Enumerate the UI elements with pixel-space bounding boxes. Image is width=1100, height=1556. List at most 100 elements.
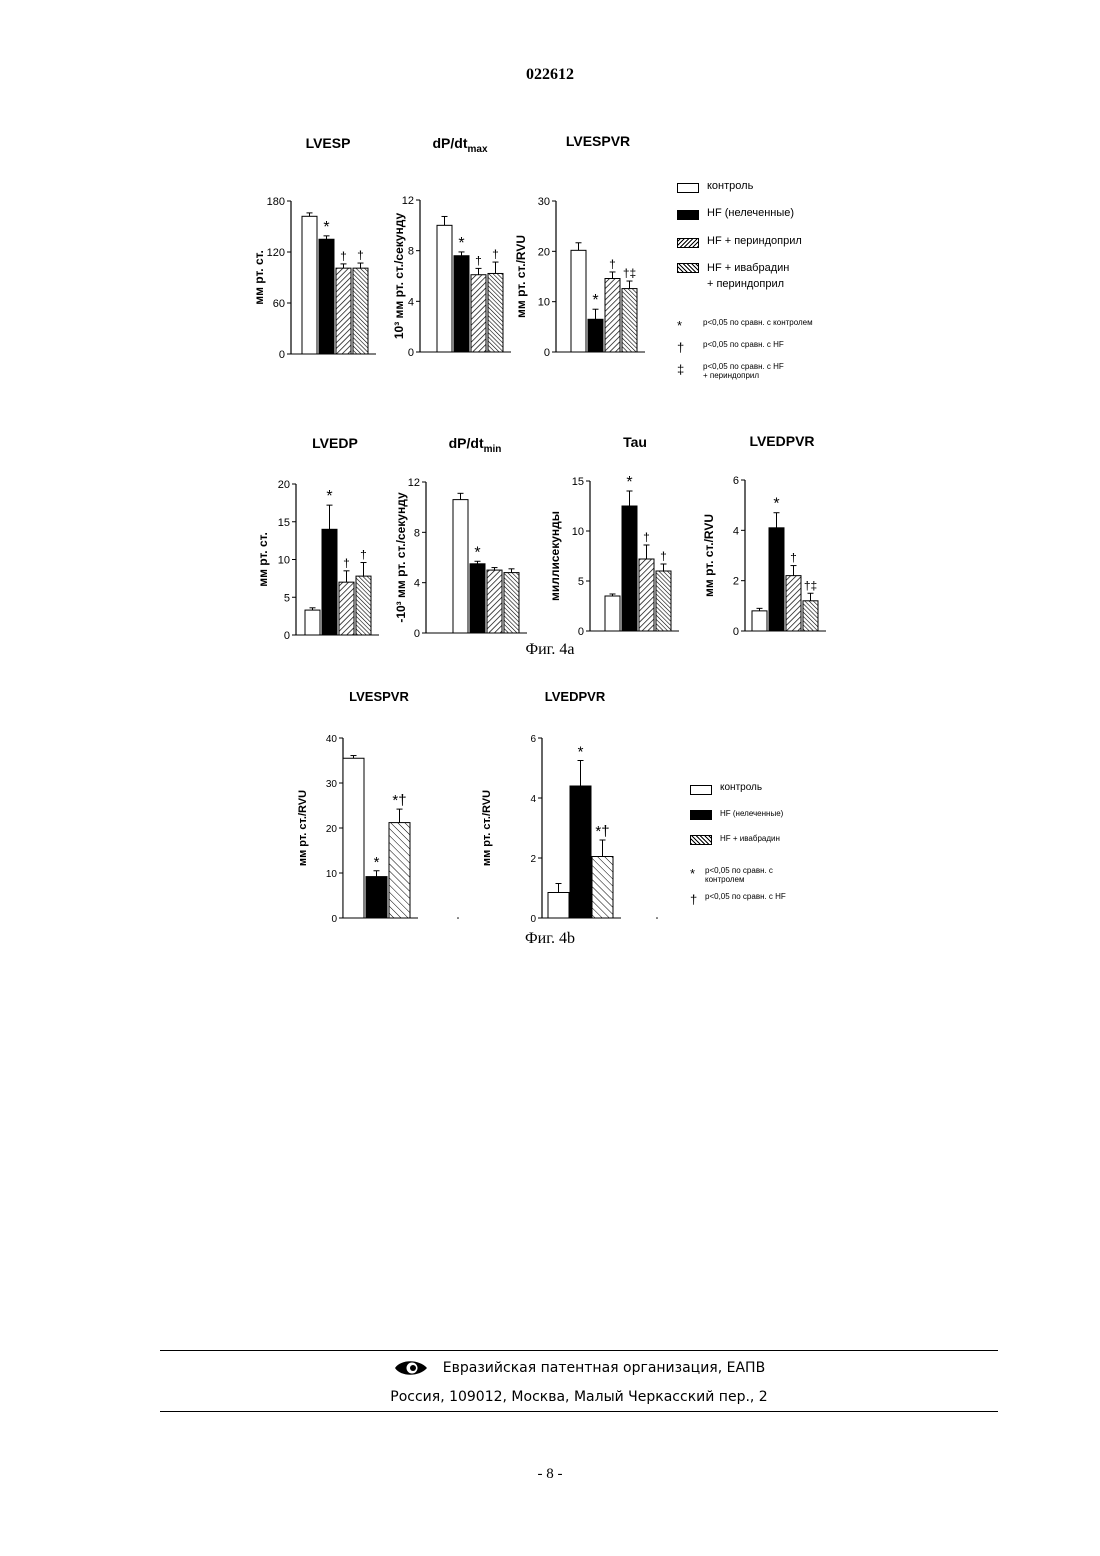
y-tick-label: 0 bbox=[331, 914, 337, 925]
document-number: 022612 bbox=[0, 66, 1100, 84]
chart-lvedpvr-4b: LVEDPVRмм рт. ст./RVU0246**† bbox=[470, 680, 660, 925]
y-axis-label: мм рт. ст./RVU bbox=[481, 790, 493, 866]
y-tick-label: 12 bbox=[408, 477, 420, 489]
legend-item-control: контроль bbox=[677, 180, 753, 193]
y-tick-label: 8 bbox=[414, 527, 420, 539]
y-tick-label: 4 bbox=[408, 296, 414, 308]
significance-marker: † bbox=[660, 549, 667, 563]
y-axis-label: мм рт. ст./RVU bbox=[514, 235, 528, 318]
legend-item-hf-ivabradine: HF + ивабрадин bbox=[690, 832, 780, 845]
significance-marker: † bbox=[492, 247, 499, 261]
y-tick-label: 30 bbox=[326, 779, 338, 790]
significance-marker: * bbox=[626, 474, 632, 491]
significance-marker: * bbox=[326, 488, 332, 505]
bar-hf bbox=[319, 239, 334, 354]
y-tick-label: 0 bbox=[279, 349, 285, 361]
significance-marker: *† bbox=[392, 792, 406, 809]
significance-marker: † bbox=[475, 253, 482, 267]
significance-marker: †‡ bbox=[804, 578, 817, 592]
bar-perin bbox=[605, 279, 620, 352]
y-tick-label: 40 bbox=[326, 734, 338, 745]
footer-bottom-rule bbox=[160, 1411, 998, 1412]
bar-ivaper bbox=[622, 289, 637, 352]
y-tick-label: 10 bbox=[278, 555, 290, 567]
chart-lvedpvr-4a: LVEDPVRмм рт. ст./RVU0246*††‡ bbox=[675, 425, 825, 645]
legend-item-hf: HF (нелеченные) bbox=[690, 807, 783, 820]
bar-ivaper bbox=[353, 268, 368, 354]
y-tick-label: 5 bbox=[578, 576, 584, 588]
y-tick-label: 30 bbox=[538, 196, 550, 208]
bar-hf bbox=[322, 529, 337, 635]
y-tick-label: 10 bbox=[572, 526, 584, 538]
footer-org-line: Евразийская патентная организация, ЕАПВ bbox=[160, 1358, 998, 1378]
y-axis-label: мм рт. ст./RVU bbox=[702, 514, 716, 597]
bar-control bbox=[571, 250, 586, 352]
legend-note-star: *p<0,05 по сравн. с контролем bbox=[690, 866, 773, 884]
bar-control bbox=[548, 893, 569, 919]
figure-4a-caption: Фиг. 4a bbox=[0, 641, 1100, 659]
chart-lvespvr-4a: LVESPVRмм рт. ст./RVU0102030*††‡ bbox=[505, 128, 645, 363]
chart-title: LVEDPVR bbox=[749, 433, 814, 449]
bar-perin bbox=[336, 268, 351, 354]
bar-ivaper bbox=[356, 576, 371, 635]
chart-title: dP/dtmin bbox=[449, 435, 502, 455]
chart-title: Tau bbox=[623, 434, 647, 450]
significance-marker: * bbox=[592, 292, 598, 309]
significance-marker: † bbox=[343, 556, 350, 570]
footer-org: Евразийская патентная организация, ЕАПВ bbox=[443, 1360, 765, 1376]
chart-lvesp: LVESPмм рт. ст.060120180*†† bbox=[245, 128, 385, 363]
y-tick-label: 0 bbox=[530, 914, 536, 925]
y-tick-label: 2 bbox=[530, 854, 536, 865]
chart-title: LVEDP bbox=[312, 435, 358, 451]
significance-marker: † bbox=[340, 249, 347, 263]
bar-hf bbox=[622, 506, 637, 631]
significance-marker: * bbox=[474, 544, 480, 561]
y-tick-label: 0 bbox=[414, 628, 420, 640]
y-axis-label: миллисекунды bbox=[548, 511, 562, 601]
bar-control bbox=[437, 225, 452, 352]
chart-tau: Tauмиллисекунды051015*†† bbox=[525, 425, 680, 645]
page-number: - 8 - bbox=[0, 1466, 1100, 1483]
axis-end-mark bbox=[457, 917, 459, 919]
y-tick-label: 8 bbox=[408, 246, 414, 258]
y-tick-label: 0 bbox=[733, 626, 739, 638]
significance-marker: † bbox=[360, 548, 367, 562]
bar-control bbox=[752, 611, 767, 631]
bar-hf bbox=[470, 564, 485, 633]
y-axis-label: 10³ мм рт. ст./секунду bbox=[392, 213, 406, 340]
footer-address: Россия, 109012, Москва, Малый Черкасский… bbox=[160, 1389, 998, 1405]
bar-control bbox=[302, 216, 317, 354]
bar-ivaper bbox=[803, 601, 818, 631]
bar-control bbox=[605, 596, 620, 631]
figure-4b-caption: Фиг. 4b bbox=[0, 930, 1100, 948]
y-tick-label: 60 bbox=[273, 298, 285, 310]
bar-ivaper bbox=[504, 573, 519, 633]
chart-title: LVESP bbox=[306, 135, 351, 151]
axis-end-mark bbox=[656, 917, 658, 919]
significance-marker: † bbox=[609, 257, 616, 271]
bar-iva bbox=[389, 823, 410, 918]
y-tick-label: 0 bbox=[578, 626, 584, 638]
y-tick-label: 180 bbox=[267, 196, 285, 208]
bar-perin bbox=[487, 570, 502, 633]
chart-lvespvr-4b: LVESPVRмм рт. ст./RVU010203040**† bbox=[290, 680, 465, 925]
significance-marker: * bbox=[458, 235, 464, 252]
significance-marker: * bbox=[578, 744, 584, 761]
y-tick-label: 4 bbox=[414, 578, 420, 590]
y-tick-label: 20 bbox=[538, 246, 550, 258]
y-tick-label: 5 bbox=[284, 592, 290, 604]
significance-marker: * bbox=[323, 219, 329, 236]
bar-hf bbox=[769, 528, 784, 631]
legend-note-star: *p<0,05 по сравн. с контролем bbox=[677, 318, 813, 333]
eapo-logo-icon bbox=[393, 1358, 429, 1378]
bar-perin bbox=[471, 275, 486, 352]
legend-note-dagger: †p<0,05 по сравн. с HF bbox=[690, 892, 786, 907]
y-tick-label: 6 bbox=[530, 734, 536, 745]
legend-item-hf: HF (нелеченные) bbox=[677, 207, 794, 220]
bar-hf bbox=[588, 319, 603, 352]
chart-dpdtmin: dP/dtmin-10³ мм рт. ст./секунду04812* bbox=[385, 425, 525, 645]
bar-perin bbox=[339, 582, 354, 635]
significance-marker: *† bbox=[595, 823, 609, 840]
y-axis-label: мм рт. ст. bbox=[252, 250, 266, 305]
y-tick-label: 12 bbox=[402, 195, 414, 207]
